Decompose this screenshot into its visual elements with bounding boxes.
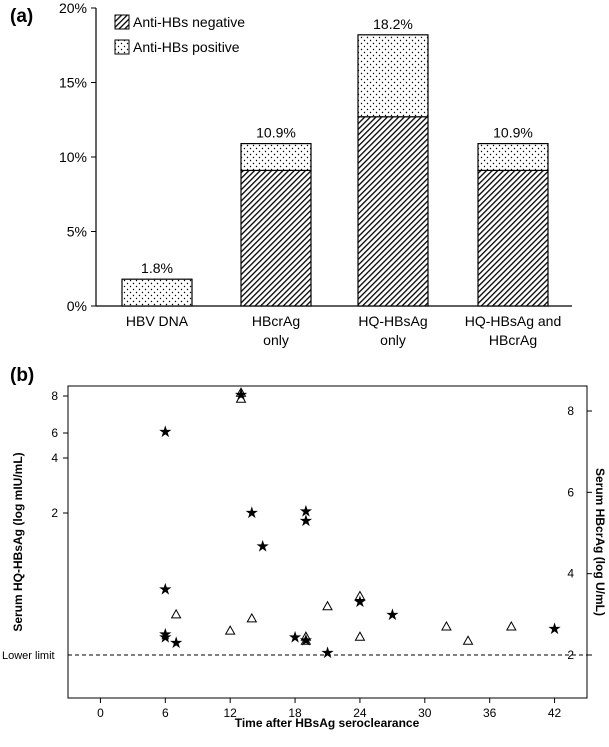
left-y-tick-label: 2 xyxy=(51,506,58,520)
hbcrag-triangle-point xyxy=(246,612,258,623)
x-tick-label: 36 xyxy=(483,706,497,720)
legend: Anti-HBs negative Anti-HBs positive xyxy=(114,14,245,55)
hbcrag-triangle-point xyxy=(300,631,312,641)
hq-hbsag-star-point: ★ xyxy=(299,632,313,649)
hbcrag-triangle-point xyxy=(354,631,366,641)
left-y-tick-label: 8 xyxy=(51,389,58,403)
bar-anti-hbs-negative xyxy=(357,116,429,307)
legend-label-positive: Anti-HBs positive xyxy=(133,39,240,55)
panel-b-left-axis-title: Serum HQ-HBsAg (log mIU/mL) xyxy=(11,452,25,631)
x-tick-label: 18 xyxy=(288,706,302,720)
x-tick-label: 12 xyxy=(224,706,238,720)
hq-hbsag-star-point: ★ xyxy=(299,513,313,530)
left-y-tick-label: 4 xyxy=(51,451,58,465)
bar-anti-hbs-negative xyxy=(240,169,312,307)
y-tick-label: 5% xyxy=(67,224,87,240)
right-y-tick-label: 4 xyxy=(567,567,574,581)
panel-b-label: (b) xyxy=(10,365,34,386)
hq-hbsag-star-point: ★ xyxy=(320,645,334,662)
panel-a-category-labels: HBV DNA HBcrAg only HQ-HBsAg only HQ-HBsAg an… xyxy=(126,313,561,348)
hbcrag-triangle-point xyxy=(300,635,312,645)
hq-hbsag-star-point: ★ xyxy=(158,581,172,598)
right-y-tick-label: 6 xyxy=(567,485,574,499)
bar-anti-hbs-negative xyxy=(477,169,549,307)
x-tick-label: 6 xyxy=(162,706,169,720)
hq-hbsag-star-point: ★ xyxy=(299,504,313,521)
bar-anti-hbs-positive xyxy=(121,278,193,307)
category-label: HQ-HBsAg xyxy=(358,313,427,329)
hq-hbsag-star-point: ★ xyxy=(169,635,183,652)
bar-total-label: 10.9% xyxy=(493,125,533,141)
hq-hbsag-star-point: ★ xyxy=(245,505,259,522)
bar-total-label: 1.8% xyxy=(141,260,173,276)
hq-hbsag-star-point: ★ xyxy=(353,594,367,611)
hbcrag-triangle-point xyxy=(224,625,236,635)
category-label: only xyxy=(263,332,289,348)
x-tick-label: 24 xyxy=(353,706,367,720)
legend-swatch-negative xyxy=(114,14,130,30)
y-tick-label: 10% xyxy=(59,149,87,165)
panel-b-right-axis-title: Serum HBcrAg (log U/mL) xyxy=(593,468,607,616)
category-label: only xyxy=(380,332,406,348)
hbcrag-triangle-point xyxy=(462,635,474,645)
hbcrag-triangle-point xyxy=(505,621,517,631)
hbcrag-triangle-point xyxy=(354,590,366,601)
lower-limit-label: Lower limit xyxy=(2,650,55,662)
hq-hbsag-star-point: ★ xyxy=(385,607,399,624)
y-tick-label: 20% xyxy=(59,0,87,16)
panel-b-x-axis-title: Time after HBsAg seroclearance xyxy=(235,716,420,730)
panel-b-frame xyxy=(67,385,588,699)
category-label: HBcrAg xyxy=(489,332,537,348)
right-y-tick-label: 2 xyxy=(567,648,574,662)
panel-b-points: ★★★★★★★★★★★★ ★★★★ xyxy=(158,387,562,662)
bar-total-label: 18.2% xyxy=(373,16,413,32)
legend-label-negative: Anti-HBs negative xyxy=(133,14,245,30)
x-tick-label: 42 xyxy=(548,706,562,720)
hq-hbsag-star-point: ★ xyxy=(255,539,269,556)
y-tick-label: 0% xyxy=(67,298,87,314)
x-tick-label: 30 xyxy=(418,706,432,720)
hq-hbsag-star-point: ★ xyxy=(158,630,172,647)
bar-anti-hbs-positive xyxy=(477,142,549,172)
hbcrag-triangle-point xyxy=(170,608,182,619)
category-label: HQ-HBsAg and xyxy=(465,313,561,329)
hq-hbsag-star-point: ★ xyxy=(158,424,172,441)
hbcrag-triangle-point xyxy=(235,387,247,397)
category-label: HBV DNA xyxy=(126,313,189,329)
legend-swatch-positive xyxy=(114,39,130,55)
panel-a-bars: 1.8% 10.9% 18.2% 10.9% xyxy=(121,16,549,307)
y-tick-label: 15% xyxy=(59,75,87,91)
panel-a-y-ticks: 0% 5% 10% 15% 20% xyxy=(59,0,96,314)
hq-hbsag-star-point: ★ xyxy=(288,630,302,647)
x-tick-label: 0 xyxy=(97,706,104,720)
category-label: HBcrAg xyxy=(252,313,300,329)
hbcrag-triangle-point xyxy=(441,621,452,631)
hq-hbsag-star-point: ★ xyxy=(547,621,561,638)
hbcrag-triangle-point xyxy=(235,393,247,403)
hbcrag-triangle-point xyxy=(322,600,333,611)
panel-a-label: (a) xyxy=(10,6,33,27)
bar-anti-hbs-positive xyxy=(240,142,312,172)
hq-hbsag-star-point: ★ xyxy=(158,627,172,644)
hq-hbsag-star-point: ★ xyxy=(234,387,248,404)
left-y-tick-label: 6 xyxy=(51,426,58,440)
bar-anti-hbs-positive xyxy=(357,34,429,118)
right-y-tick-label: 8 xyxy=(567,404,574,418)
bar-total-label: 10.9% xyxy=(256,125,296,141)
